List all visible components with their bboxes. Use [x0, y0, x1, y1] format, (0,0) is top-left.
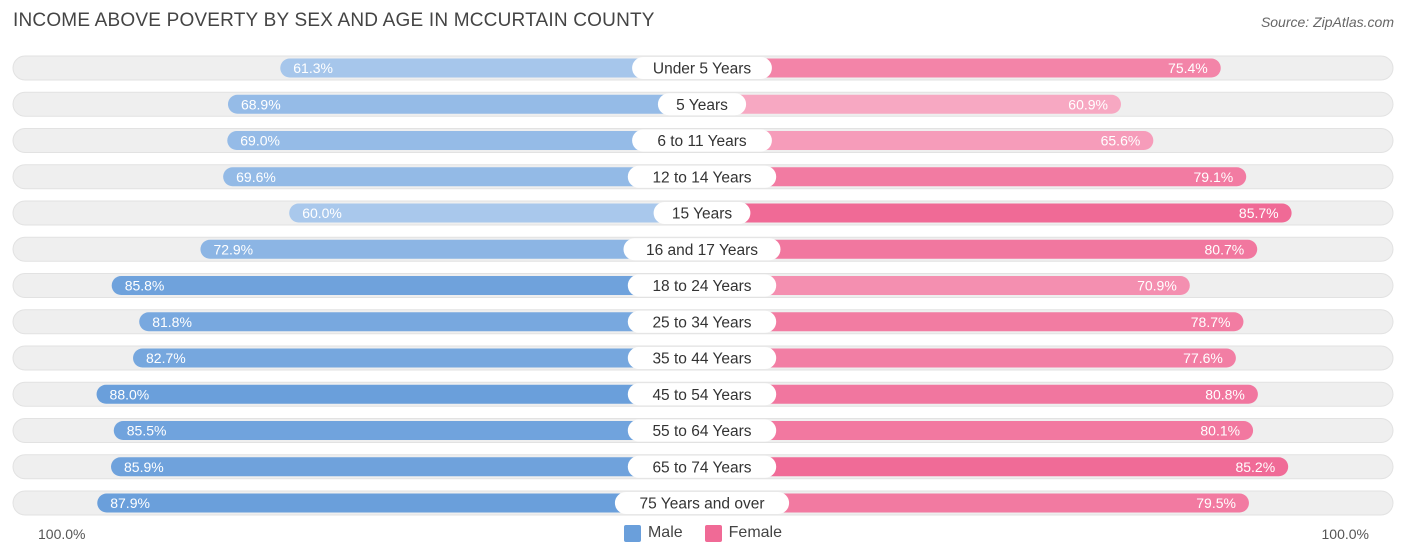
female-value-label: 80.8% — [1205, 386, 1245, 402]
legend-swatch-male — [623, 524, 641, 542]
legend-item-male[interactable]: Male — [623, 524, 683, 542]
category-pill — [627, 347, 777, 369]
male-bar — [96, 384, 702, 404]
female-bar — [702, 131, 1154, 150]
female-value-label: 65.6% — [1101, 133, 1141, 149]
male-bar — [223, 167, 703, 187]
female-value-label: 78.7% — [1191, 314, 1231, 330]
male-value-label: 61.3% — [293, 60, 333, 76]
category-pill — [614, 492, 790, 514]
category-pill — [632, 57, 772, 79]
female-value-label: 79.5% — [1196, 495, 1236, 511]
category-pill — [627, 165, 777, 188]
female-bar — [702, 421, 1254, 440]
female-value-label: 80.1% — [1200, 423, 1240, 439]
male-bar — [133, 348, 703, 368]
male-bar — [289, 203, 702, 223]
category-pill — [632, 129, 772, 152]
category-label: 15 Years — [672, 206, 733, 223]
category-label: 55 to 64 Years — [652, 423, 751, 440]
category-pill — [627, 419, 777, 442]
category-pill — [657, 93, 747, 116]
category-label: 45 to 54 Years — [652, 387, 751, 404]
male-value-label: 87.9% — [110, 495, 150, 511]
female-bar — [702, 457, 1289, 477]
chart-svg: 61.3% 75.4% Under 5 Years 68.9% 60.9% 5 Years… — [12, 55, 1394, 516]
male-bar — [97, 493, 703, 513]
female-bar — [702, 312, 1244, 332]
legend-label-male: Male — [647, 524, 683, 541]
female-value-label: 75.4% — [1168, 60, 1208, 76]
male-value-label: 85.5% — [127, 423, 167, 439]
category-pill — [627, 455, 777, 478]
female-value-label: 85.7% — [1239, 205, 1279, 221]
male-bar — [280, 58, 702, 78]
legend-item-female[interactable]: Female — [704, 524, 783, 542]
male-value-label: 88.0% — [110, 386, 150, 402]
male-value-label: 85.8% — [125, 278, 165, 294]
female-bar — [702, 348, 1236, 368]
category-label: 12 to 14 Years — [652, 169, 751, 186]
category-label: 25 to 34 Years — [652, 314, 751, 331]
female-value-label: 60.9% — [1068, 96, 1108, 112]
category-pill — [623, 238, 781, 261]
legend-label-female: Female — [728, 524, 783, 541]
category-pill — [627, 274, 777, 297]
female-bar — [702, 58, 1221, 78]
legend-swatch-female — [704, 524, 722, 542]
female-value-label: 79.1% — [1194, 169, 1234, 185]
category-label: 5 Years — [676, 97, 728, 114]
category-pill — [627, 383, 777, 406]
male-bar — [200, 239, 702, 259]
male-value-label: 68.9% — [241, 96, 281, 112]
category-label: 18 to 24 Years — [652, 278, 751, 295]
male-value-label: 85.9% — [124, 459, 164, 475]
female-value-label: 85.2% — [1235, 459, 1275, 475]
female-bar — [702, 384, 1258, 404]
category-label: 35 to 44 Years — [652, 351, 751, 368]
source-note: Source: ZipAtlas.com — [1260, 14, 1394, 30]
category-label: 6 to 11 Years — [657, 133, 747, 150]
male-value-label: 69.0% — [240, 133, 280, 149]
female-bar — [702, 239, 1258, 259]
female-bar — [702, 167, 1247, 187]
male-bar — [113, 421, 702, 440]
female-value-label: 80.7% — [1205, 241, 1245, 257]
axis-label-right: 100.0% — [1321, 526, 1369, 542]
female-value-label: 77.6% — [1183, 350, 1223, 366]
male-value-label: 72.9% — [213, 241, 253, 257]
male-value-label: 82.7% — [146, 350, 186, 366]
female-bar — [702, 493, 1249, 513]
category-label: 75 Years and over — [640, 496, 765, 513]
male-bar — [111, 276, 703, 295]
female-bar — [702, 203, 1292, 223]
female-value-label: 70.9% — [1137, 278, 1177, 294]
category-label: 65 to 74 Years — [652, 459, 751, 476]
legend: Male Female — [0, 524, 1406, 542]
male-value-label: 69.6% — [236, 169, 276, 185]
category-pill — [653, 202, 751, 224]
male-bar — [227, 131, 702, 150]
male-value-label: 60.0% — [302, 205, 342, 221]
category-label: Under 5 Years — [653, 61, 751, 78]
male-value-label: 81.8% — [152, 314, 192, 330]
chart-title: INCOME ABOVE POVERTY BY SEX AND AGE IN M… — [13, 10, 655, 31]
axis-label-left: 100.0% — [38, 526, 86, 542]
male-bar — [111, 457, 703, 477]
female-bar — [702, 94, 1121, 114]
male-bar — [139, 312, 702, 332]
female-bar — [702, 276, 1190, 295]
category-label: 16 and 17 Years — [646, 242, 758, 259]
male-bar — [227, 94, 702, 114]
category-pill — [627, 310, 777, 333]
